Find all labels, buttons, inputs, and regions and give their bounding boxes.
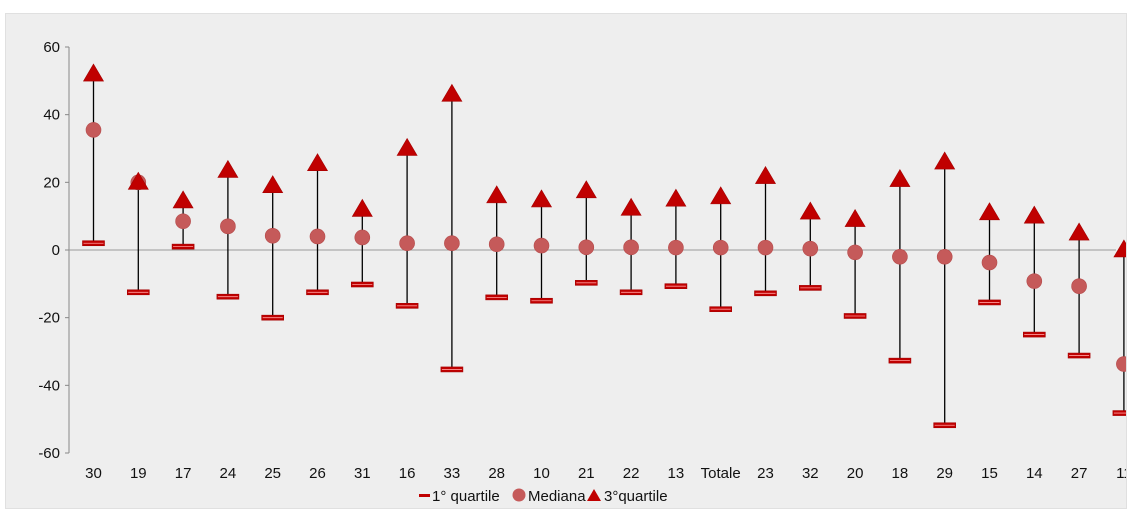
marker-layer bbox=[82, 63, 1126, 429]
median-marker bbox=[220, 218, 236, 235]
x-tick-label: 17 bbox=[175, 465, 192, 482]
x-tick-label: 25 bbox=[264, 465, 281, 482]
x-tick-label: 28 bbox=[488, 465, 505, 482]
x-tick-label: 20 bbox=[847, 465, 864, 482]
q3-marker bbox=[486, 185, 508, 204]
x-tick-label: 32 bbox=[802, 465, 819, 482]
median-marker bbox=[533, 237, 550, 254]
x-tick-label: 18 bbox=[892, 465, 909, 482]
x-tick-label: 24 bbox=[220, 465, 237, 482]
x-tick-label: 27 bbox=[1071, 465, 1088, 482]
q3-marker bbox=[351, 198, 373, 217]
y-tick-label: -60 bbox=[38, 445, 60, 462]
median-marker bbox=[623, 239, 639, 256]
q3-marker bbox=[1068, 222, 1090, 241]
median-marker bbox=[175, 213, 191, 230]
x-tick-label: 22 bbox=[623, 465, 640, 482]
q3-marker bbox=[620, 197, 642, 216]
median-marker bbox=[757, 239, 774, 256]
legend-q1-marker bbox=[419, 494, 430, 497]
median-marker bbox=[712, 239, 729, 256]
legend: 1° quartile Mediana 3°quartile bbox=[419, 488, 668, 505]
q3-marker bbox=[665, 188, 687, 207]
q3-marker bbox=[799, 201, 821, 220]
x-tick-label: 21 bbox=[578, 465, 595, 482]
median-marker bbox=[668, 239, 684, 256]
median-marker bbox=[936, 248, 953, 265]
median-marker bbox=[444, 235, 460, 252]
median-marker bbox=[399, 235, 415, 252]
x-tick-label: 14 bbox=[1026, 465, 1043, 482]
q3-marker bbox=[1023, 205, 1045, 224]
q3-marker bbox=[710, 186, 732, 205]
median-marker bbox=[309, 228, 326, 245]
q3-marker bbox=[82, 63, 105, 82]
median-marker bbox=[578, 239, 595, 256]
median-marker bbox=[488, 236, 505, 253]
x-tick-labels: 30 19 17 24 25 26 31 16 33 28 10 21 22 13 Totale 23 32 20… bbox=[85, 465, 1126, 482]
q3-marker bbox=[530, 189, 553, 208]
median-marker bbox=[264, 227, 281, 244]
q3-marker bbox=[172, 190, 194, 209]
median-marker bbox=[354, 229, 371, 246]
x-tick-label: 11 bbox=[1116, 465, 1126, 482]
y-tick-label: 60 bbox=[43, 39, 60, 56]
y-tick-label: 40 bbox=[43, 107, 60, 124]
x-tick-label: Totale bbox=[701, 465, 741, 482]
q3-marker bbox=[306, 153, 329, 172]
legend-q3-marker bbox=[587, 489, 601, 501]
q3-marker bbox=[262, 175, 284, 194]
q3-marker bbox=[396, 137, 418, 156]
x-tick-label: 30 bbox=[85, 465, 102, 482]
q3-marker bbox=[978, 202, 1001, 221]
median-marker bbox=[1026, 273, 1043, 289]
median-marker bbox=[1071, 278, 1087, 295]
x-tick-label: 13 bbox=[668, 465, 685, 482]
q3-marker bbox=[934, 151, 956, 170]
median-marker bbox=[847, 244, 863, 261]
median-marker bbox=[802, 240, 819, 257]
q3-marker bbox=[441, 83, 463, 102]
legend-median-marker bbox=[512, 488, 526, 502]
x-tick-label: 10 bbox=[533, 465, 550, 482]
axis-layer: -60 -40 -20 0 20 40 60 bbox=[38, 39, 1116, 462]
quartile-chart: -60 -40 -20 0 20 40 60 30 19 17 24 25 26 31 16 33 28 10 2… bbox=[38, 39, 1126, 505]
x-tick-label: 16 bbox=[399, 465, 416, 482]
y-tick-label: 20 bbox=[43, 174, 60, 191]
median-marker bbox=[892, 248, 908, 265]
q3-marker bbox=[754, 165, 777, 184]
chart-frame: -60 -40 -20 0 20 40 60 30 19 17 24 25 26 31 16 33 28 10 2… bbox=[5, 13, 1127, 509]
q3-marker bbox=[889, 169, 911, 187]
y-tick-label: -40 bbox=[38, 377, 60, 394]
x-tick-label: 29 bbox=[936, 465, 953, 482]
y-tick-label: 0 bbox=[52, 242, 60, 259]
legend-q1-label: 1° quartile bbox=[432, 488, 500, 505]
x-tick-label: 26 bbox=[309, 465, 326, 482]
median-marker bbox=[1116, 356, 1126, 372]
legend-q3-label: 3°quartile bbox=[604, 488, 668, 505]
y-tick-label: -20 bbox=[38, 310, 60, 327]
x-tick-label: 15 bbox=[981, 465, 998, 482]
q3-marker bbox=[1113, 239, 1126, 258]
x-tick-label: 33 bbox=[444, 465, 461, 482]
q3-marker bbox=[575, 180, 597, 199]
x-tick-label: 23 bbox=[757, 465, 774, 482]
median-marker bbox=[85, 122, 102, 138]
x-tick-label: 31 bbox=[354, 465, 371, 482]
legend-median-label: Mediana bbox=[528, 488, 586, 505]
median-marker bbox=[981, 254, 998, 271]
x-tick-label: 19 bbox=[130, 465, 147, 482]
q3-marker bbox=[127, 171, 149, 190]
q3-marker bbox=[844, 208, 866, 227]
q3-marker bbox=[217, 159, 239, 178]
